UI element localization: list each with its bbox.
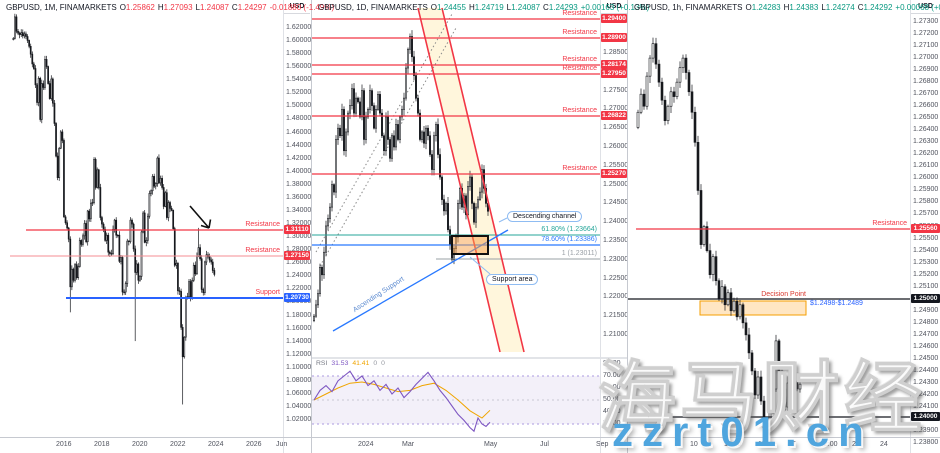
decision-point-label[interactable]: Decision Point [761, 291, 806, 298]
ohlc-value: 1.24274 [825, 3, 855, 12]
rsi-legend[interactable]: RSI 31.53 41.41 0 0 [316, 360, 389, 367]
panel-divider-2[interactable] [627, 0, 628, 453]
ohlc-letter: C [543, 3, 549, 12]
ohlc-value: 1.24719 [474, 3, 504, 12]
ohlc-letter: O [745, 3, 752, 12]
ohlc-value: 1.24292 [863, 3, 893, 12]
rsi-legend-item: 41.41 [352, 360, 370, 367]
decision-point-range: $1.2498-$1.2489 [810, 300, 863, 307]
ohlc-value: 1.24293 [548, 3, 578, 12]
symbol-title[interactable]: GBPUSD, 1h, FINAMARKETS [634, 3, 743, 12]
plot-area-monthly[interactable] [0, 14, 283, 437]
ohlc-letter: H [468, 3, 475, 12]
ohlc-letter: H [157, 3, 164, 12]
ohlc-letter: L [195, 3, 200, 12]
ohlc-value: 1.27093 [163, 3, 193, 12]
watermark-site: zzrt01.cn [612, 408, 873, 453]
symbol-title[interactable]: GBPUSD, 1D, FINAMARKETS [318, 3, 428, 12]
rsi-legend-item: 31.53 [331, 360, 349, 367]
ohlc-value: 1.24455 [437, 3, 466, 12]
ohlc-letter: L [821, 3, 826, 12]
currency-label-monthly: USD [284, 0, 310, 14]
chart-header-hourly: GBPUSD, 1h, FINAMARKETS O1.24283 H1.24383 L… [634, 3, 940, 12]
rsi-legend-item: RSI [316, 360, 328, 367]
ohlc-value: 1.24087 [511, 3, 541, 12]
price-axis-divider-hourly [910, 0, 911, 453]
symbol-title[interactable]: GBPUSD, 1M, FINAMARKETS [6, 3, 117, 12]
ohlc-letter: H [783, 3, 790, 12]
ohlc-value: 1.24283 [751, 3, 781, 12]
price-axis-divider-daily [600, 0, 601, 453]
ohlc-value: 1.24087 [200, 3, 229, 12]
price-axis-divider-monthly [283, 0, 284, 453]
currency-label-hourly: USD [911, 0, 940, 14]
panel-divider-1[interactable] [311, 0, 312, 453]
plot-area-daily[interactable] [312, 14, 600, 437]
ohlc-value: 1.24297 [237, 3, 267, 12]
ohlc-letter: O [119, 3, 126, 12]
ohlc-letter: C [231, 3, 238, 12]
time-axis-line [0, 437, 940, 438]
support-area-callout[interactable]: Support area [486, 274, 539, 285]
ohlc-letter: L [506, 3, 512, 12]
price-axis-monthly[interactable] [284, 14, 310, 437]
ohlc-letter: C [857, 3, 864, 12]
rsi-legend-item: 0 [373, 360, 378, 367]
ohlc-value: 1.25862 [125, 3, 155, 12]
currency-label-daily: USD [601, 0, 627, 14]
descending-channel-callout[interactable]: Descending channel [507, 211, 583, 222]
ohlc-letter: O [430, 3, 438, 12]
rsi-legend-item: 0 [381, 360, 385, 367]
ohlc-value: 1.24383 [789, 3, 819, 12]
